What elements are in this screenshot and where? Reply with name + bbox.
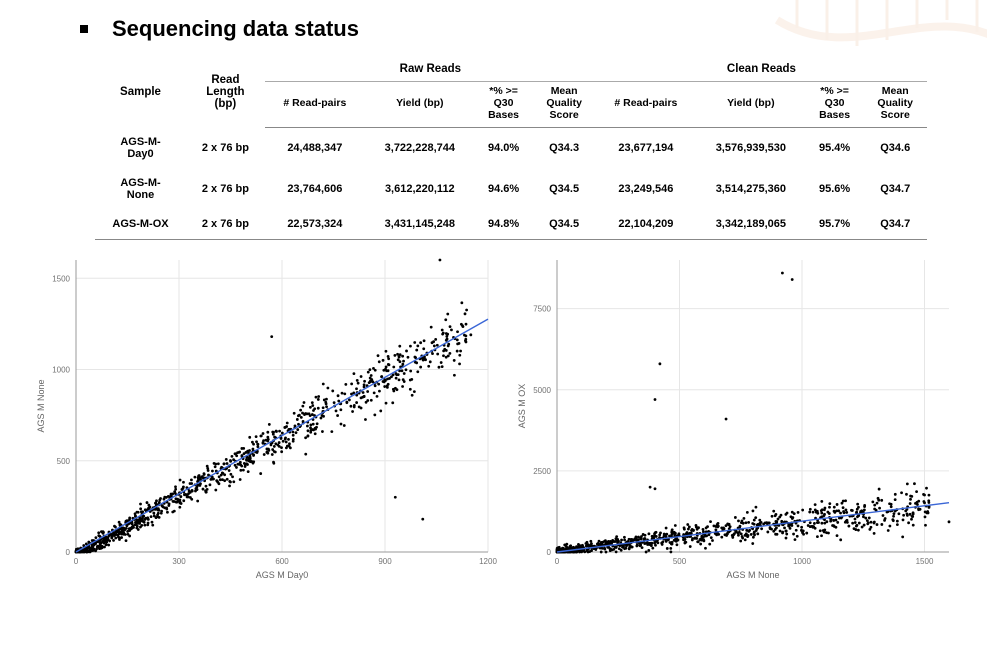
cell: 95.6%	[806, 169, 864, 210]
cell: 95.7%	[806, 210, 864, 239]
svg-text:7500: 7500	[533, 304, 551, 313]
cell: 2 x 76 bp	[186, 169, 265, 210]
cell: 2 x 76 bp	[186, 128, 265, 169]
cell: 23,249,546	[596, 169, 696, 210]
svg-text:2500: 2500	[533, 467, 551, 476]
cell: 3,431,145,248	[365, 210, 475, 239]
col-sample: Sample	[95, 60, 186, 128]
cell: 3,342,189,065	[696, 210, 806, 239]
cell: AGS-M-OX	[95, 210, 186, 239]
cell: Q34.7	[863, 169, 927, 210]
cell: Q34.5	[532, 169, 595, 210]
cell: 3,722,228,744	[365, 128, 475, 169]
sequencing-table: Sample Read Length (bp) Raw Reads Clean …	[95, 60, 927, 240]
col-clean-yield: Yield (bp)	[696, 82, 806, 128]
cell: 3,576,939,530	[696, 128, 806, 169]
svg-text:500: 500	[57, 456, 71, 465]
col-raw-mqs: Mean Quality Score	[532, 82, 595, 128]
svg-text:0: 0	[555, 557, 560, 566]
svg-text:AGS M OX: AGS M OX	[517, 383, 527, 428]
svg-text:600: 600	[275, 557, 289, 566]
cell: Q34.3	[532, 128, 595, 169]
cell: 22,104,209	[596, 210, 696, 239]
col-group-clean: Clean Reads	[596, 60, 927, 82]
cell: 94.6%	[475, 169, 533, 210]
cell: 95.4%	[806, 128, 864, 169]
svg-text:0: 0	[547, 548, 552, 557]
svg-text:AGS M Day0: AGS M Day0	[256, 570, 309, 580]
cell: Q34.6	[863, 128, 927, 169]
cell: Q34.7	[863, 210, 927, 239]
col-raw-yield: Yield (bp)	[365, 82, 475, 128]
scatter-right: 0 500 1000 1500 0 2500 5000 7500 AGS M None AGS M…	[509, 250, 959, 585]
title-row: Sequencing data status	[0, 0, 987, 42]
svg-text:1500: 1500	[52, 274, 70, 283]
svg-text:AGS M None: AGS M None	[726, 570, 779, 580]
svg-text:5000: 5000	[533, 385, 551, 394]
svg-text:1000: 1000	[52, 365, 70, 374]
cell: 24,488,347	[265, 128, 365, 169]
table-row: AGS-M- Day02 x 76 bp24,488,3473,722,228,…	[95, 128, 927, 169]
cell: 23,764,606	[265, 169, 365, 210]
svg-text:0: 0	[66, 548, 71, 557]
cell: 2 x 76 bp	[186, 210, 265, 239]
cell: 23,677,194	[596, 128, 696, 169]
col-clean-q30: *% >= Q30 Bases	[806, 82, 864, 128]
svg-text:1000: 1000	[793, 557, 811, 566]
col-raw-q30: *% >= Q30 Bases	[475, 82, 533, 128]
table-row: AGS-M- None2 x 76 bp23,764,6063,612,220,…	[95, 169, 927, 210]
page-title: Sequencing data status	[112, 16, 359, 42]
scatter-left: 0 300 600 900 1200 0 500 1000 1500 AGS M Day0 AGS …	[28, 250, 498, 585]
svg-text:1200: 1200	[479, 557, 497, 566]
cell: 3,514,275,360	[696, 169, 806, 210]
cell: 94.8%	[475, 210, 533, 239]
cell: Q34.5	[532, 210, 595, 239]
table-row: AGS-M-OX2 x 76 bp22,573,3243,431,145,248…	[95, 210, 927, 239]
cell: AGS-M- Day0	[95, 128, 186, 169]
svg-text:900: 900	[378, 557, 392, 566]
cell: AGS-M- None	[95, 169, 186, 210]
col-clean-readpairs: # Read-pairs	[596, 82, 696, 128]
col-read-length: Read Length (bp)	[186, 60, 265, 128]
col-raw-readpairs: # Read-pairs	[265, 82, 365, 128]
col-group-raw: Raw Reads	[265, 60, 596, 82]
cell: 22,573,324	[265, 210, 365, 239]
svg-text:300: 300	[172, 557, 186, 566]
svg-text:500: 500	[673, 557, 687, 566]
svg-text:0: 0	[74, 557, 79, 566]
svg-text:AGS M None: AGS M None	[36, 379, 46, 432]
cell: 94.0%	[475, 128, 533, 169]
col-clean-mqs: Mean Quality Score	[863, 82, 927, 128]
cell: 3,612,220,112	[365, 169, 475, 210]
svg-text:1500: 1500	[916, 557, 934, 566]
title-bullet-icon	[80, 25, 88, 33]
